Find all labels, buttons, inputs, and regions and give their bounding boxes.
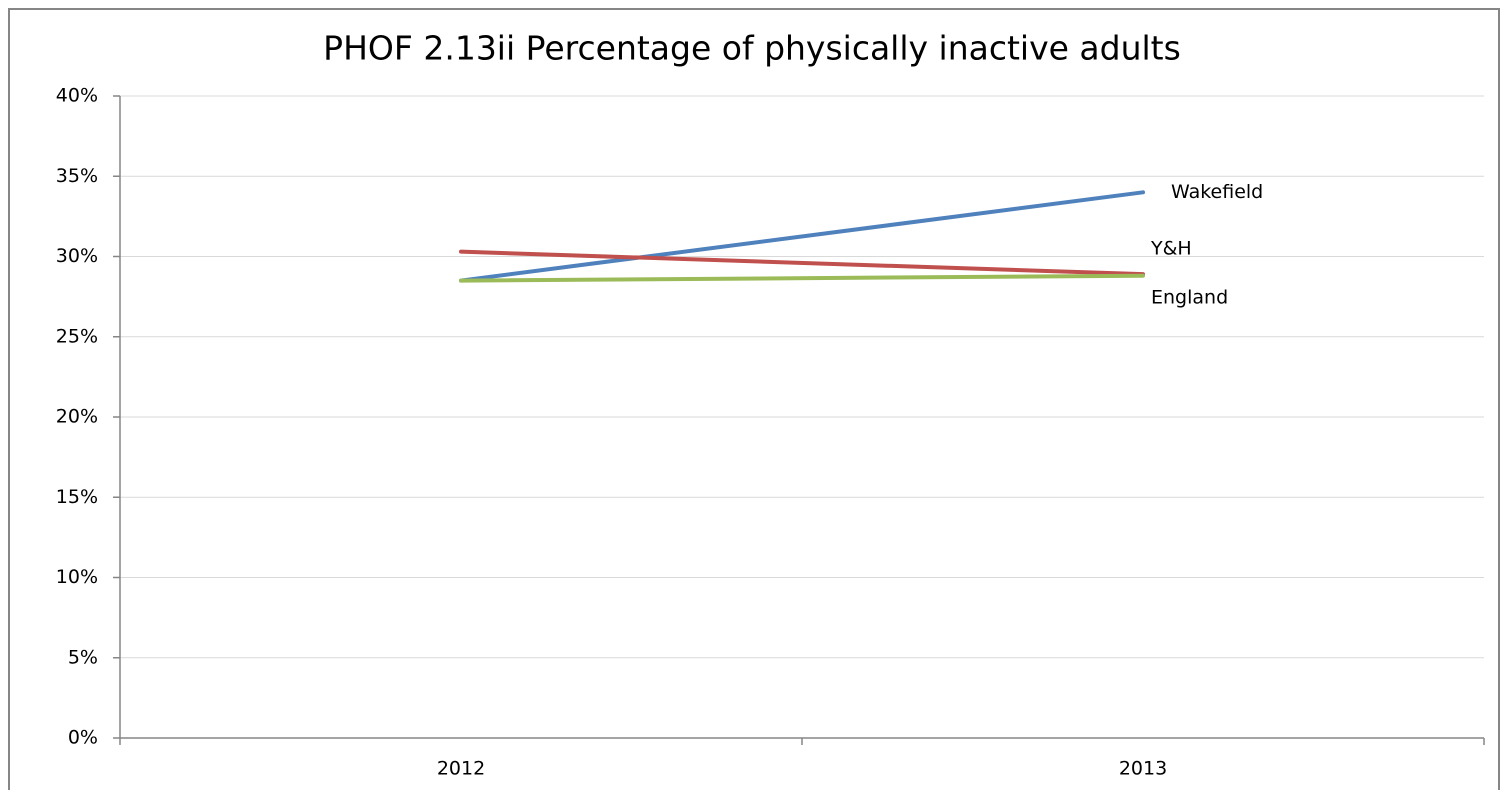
series-label: Y&H <box>1150 238 1192 260</box>
y-tick-label: 0% <box>68 727 98 749</box>
y-tick-label: 25% <box>56 325 98 347</box>
y-tick-label: 15% <box>56 486 98 508</box>
y-tick-label: 10% <box>56 566 98 588</box>
series-line <box>459 190 1145 283</box>
y-tick-label: 5% <box>68 646 98 668</box>
series-line <box>459 249 1145 277</box>
y-tick-label: 35% <box>56 165 98 187</box>
y-tick-label: 30% <box>56 245 98 267</box>
x-tick-label: 2013 <box>1119 758 1167 780</box>
series-line <box>459 273 1145 283</box>
y-tick-label: 20% <box>56 406 98 428</box>
series-label: England <box>1151 286 1228 308</box>
y-tick-label: 40% <box>56 85 98 107</box>
series-label: Wakefield <box>1171 181 1263 203</box>
chart-title: PHOF 2.13ii Percentage of physically ina… <box>323 29 1181 68</box>
chart-border <box>8 8 1500 790</box>
x-tick-label: 2012 <box>437 758 485 780</box>
